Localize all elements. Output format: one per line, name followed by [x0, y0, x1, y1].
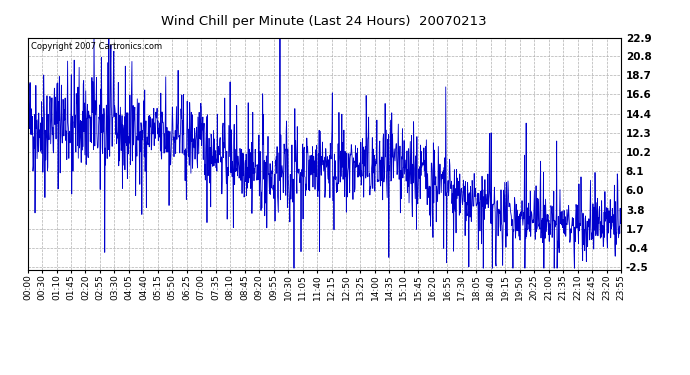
Text: Wind Chill per Minute (Last 24 Hours)  20070213: Wind Chill per Minute (Last 24 Hours) 20…: [161, 15, 487, 28]
Text: Copyright 2007 Cartronics.com: Copyright 2007 Cartronics.com: [30, 42, 161, 51]
